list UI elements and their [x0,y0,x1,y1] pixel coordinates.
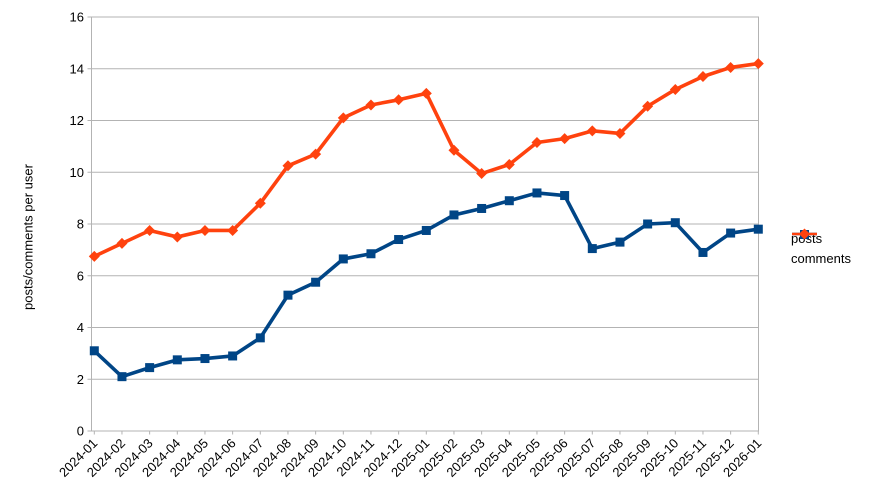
marker-comments [199,224,211,236]
marker-posts [283,290,293,300]
y-tick-label: 10 [70,165,84,180]
marker-posts [255,333,265,343]
legend-label-comments: comments [791,250,851,266]
marker-comments [365,99,377,111]
marker-posts [615,237,625,247]
marker-comments [88,250,100,262]
marker-posts [504,196,514,206]
marker-posts [89,346,99,356]
marker-comments [227,224,239,236]
comments-marker-icon [792,228,817,240]
plot-frame [91,16,759,432]
legend-item-comments: comments [791,228,851,268]
marker-comments [116,237,128,249]
marker-posts [117,372,127,382]
marker-posts [172,355,182,365]
marker-comments [669,83,681,95]
marker-posts [228,351,238,361]
legend: posts comments [791,228,851,268]
marker-comments [448,144,460,156]
marker-comments [310,148,322,160]
y-tick-label: 4 [77,320,84,335]
marker-comments [420,87,432,99]
marker-posts [338,254,348,264]
marker-comments [752,58,764,70]
marker-comments [171,231,183,243]
marker-comments [697,71,709,83]
marker-posts [643,219,653,229]
marker-posts [366,249,376,259]
marker-comments [254,197,266,209]
marker-comments [725,61,737,73]
marker-posts [145,363,155,373]
marker-comments [282,160,294,172]
y-tick-label: 8 [77,217,84,232]
y-tick-label: 16 [70,10,84,25]
marker-posts [532,188,542,198]
marker-posts [394,235,404,245]
marker-comments [476,168,488,180]
marker-comments [559,133,571,145]
marker-posts [449,210,459,220]
marker-comments [393,94,405,106]
marker-comments [614,127,626,139]
marker-posts [726,228,736,238]
marker-comments [503,158,515,170]
marker-posts [670,218,680,228]
series-posts [89,188,763,382]
marker-posts [200,354,210,364]
y-tick-label: 0 [77,424,84,439]
marker-posts [753,224,763,234]
marker-posts [477,203,487,213]
y-tick-label: 14 [70,61,84,76]
series-comments [88,58,764,262]
y-tick-label: 2 [77,372,84,387]
marker-posts [311,277,321,287]
marker-posts [560,191,570,201]
y-tick-label: 6 [77,268,84,283]
y-tick-label: 12 [70,113,84,128]
marker-posts [421,225,431,235]
marker-posts [587,244,597,254]
marker-comments [586,125,598,137]
marker-comments [642,100,654,112]
series-line-posts [93,191,759,379]
marker-comments [531,136,543,148]
marker-comments [144,224,156,236]
marker-comments [337,112,349,124]
marker-posts [698,247,708,257]
